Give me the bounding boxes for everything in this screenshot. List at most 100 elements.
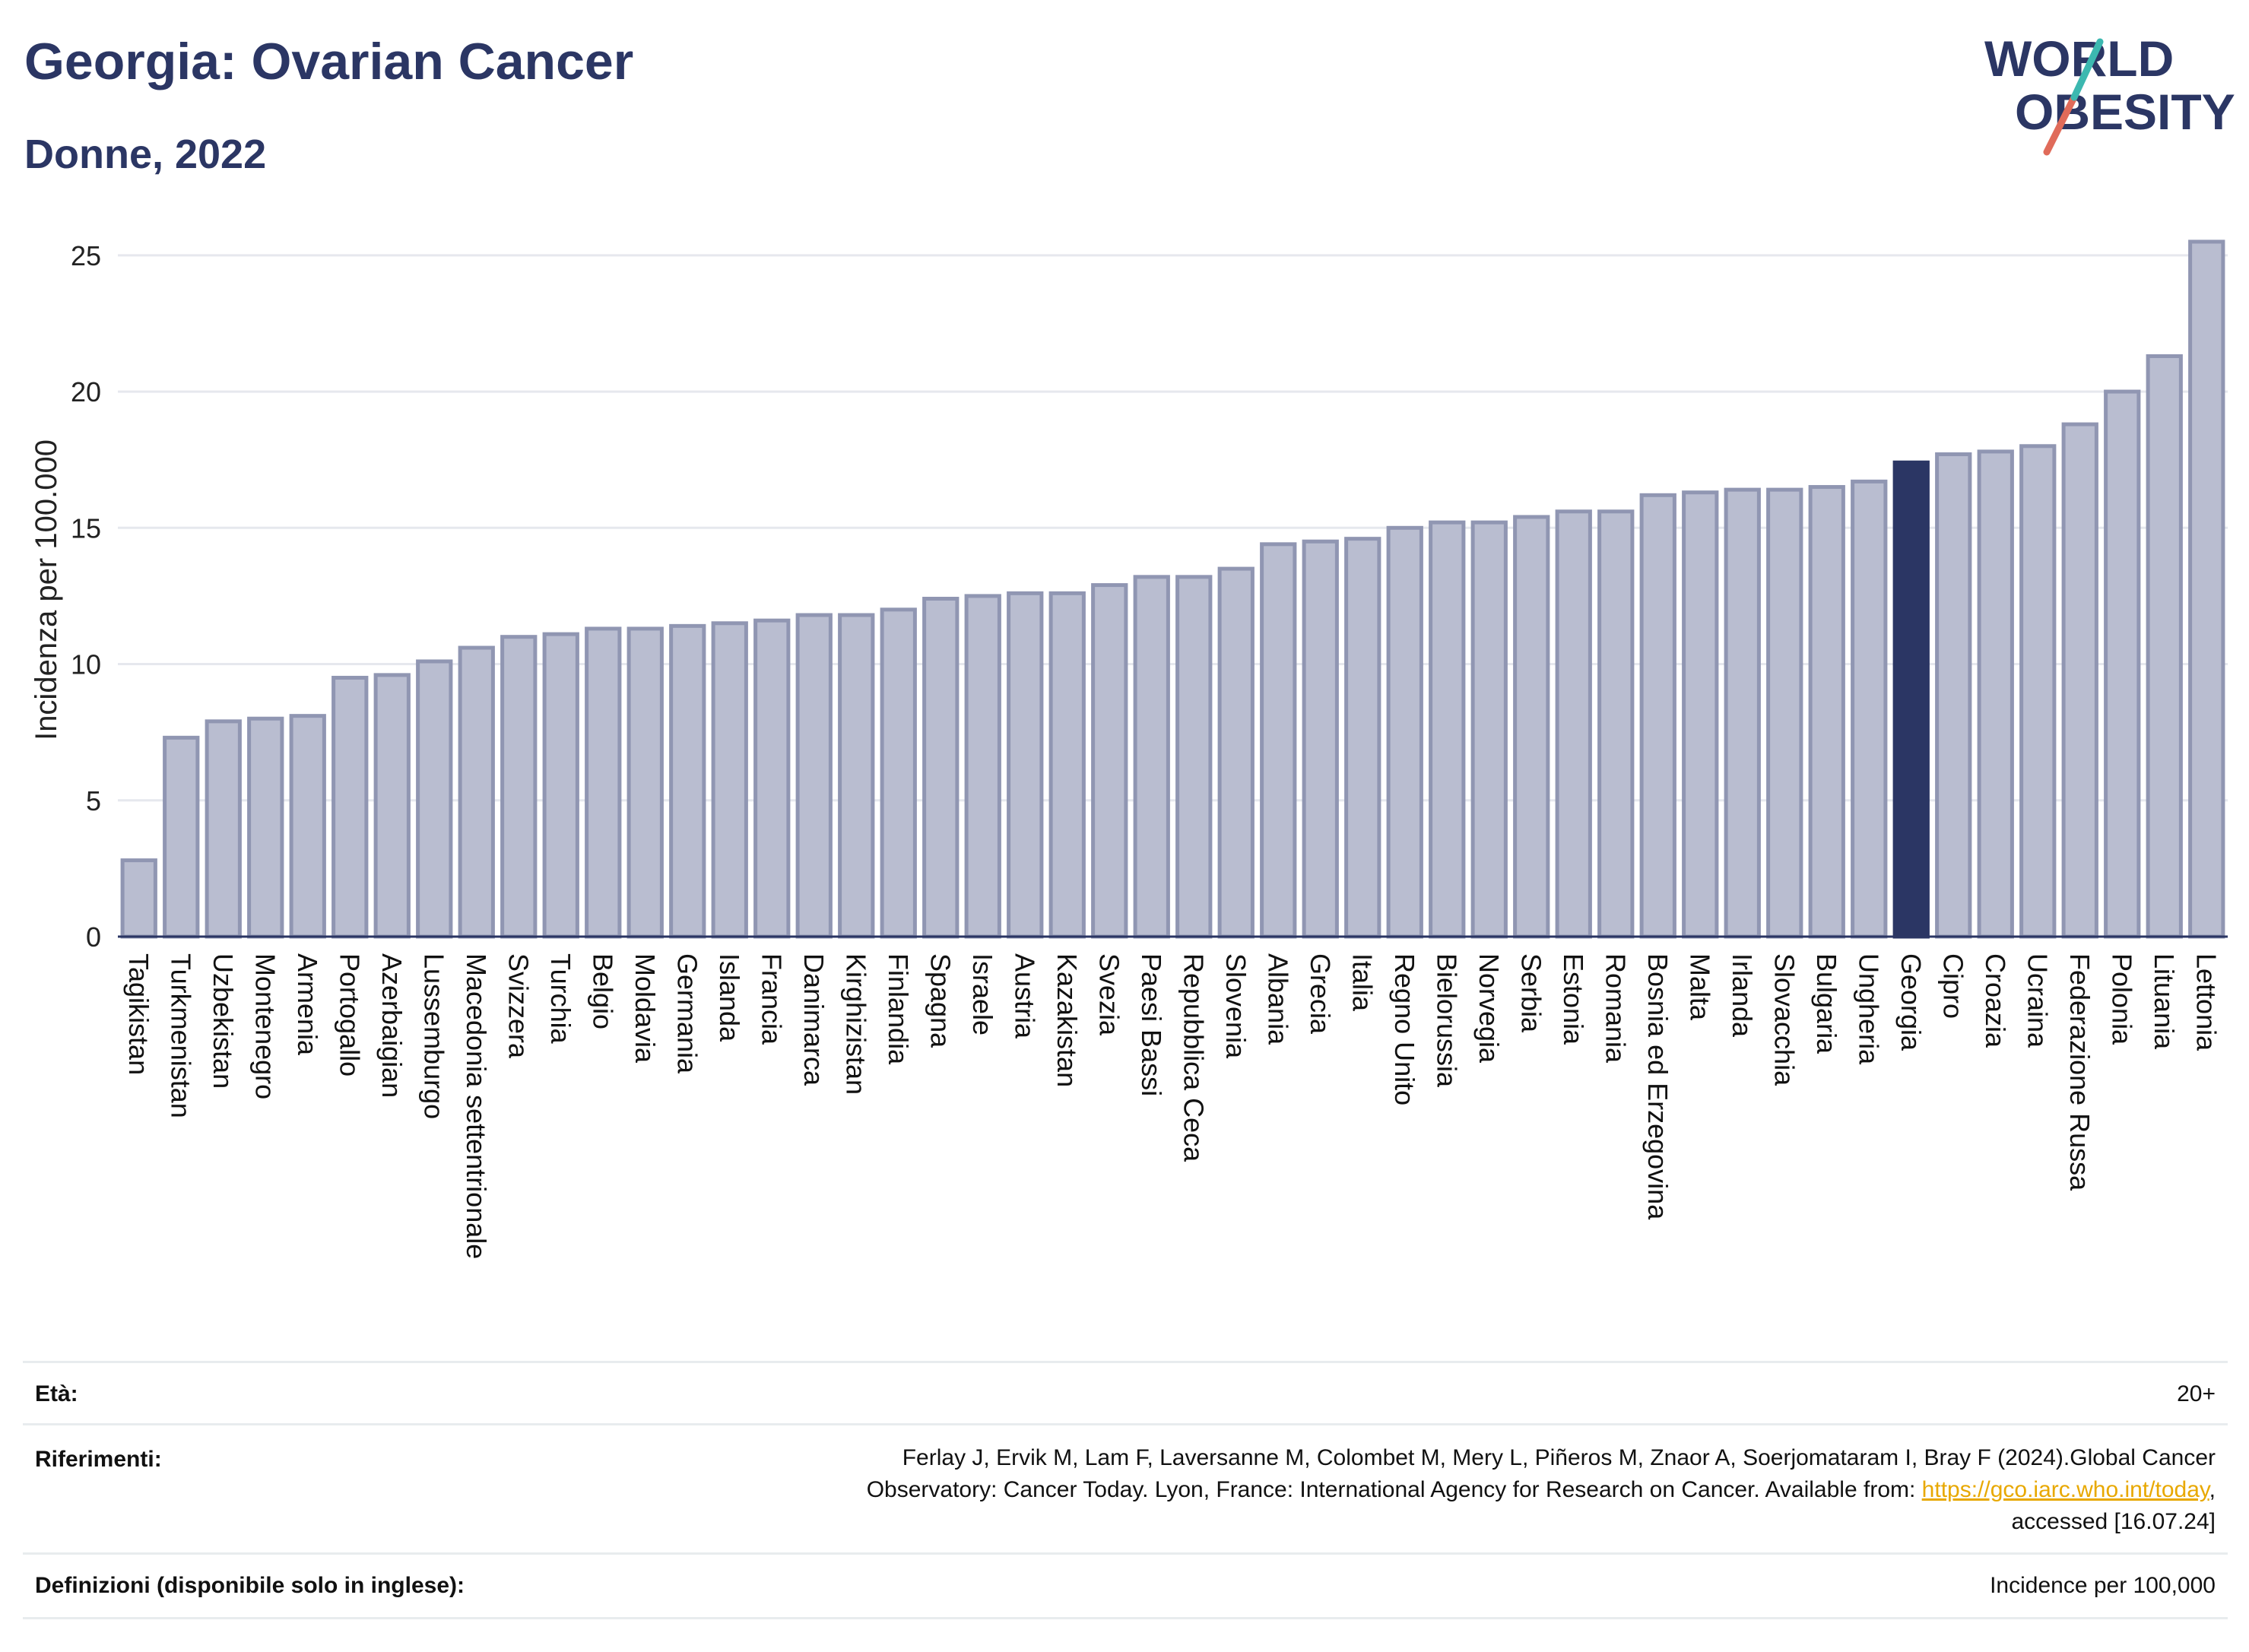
x-tick-label: Federazione Russa [2064, 953, 2095, 1191]
bar-belgio [585, 626, 622, 939]
x-tick-label: Romania [1600, 953, 1631, 1064]
x-tick-label: Paesi Bassi [1136, 953, 1167, 1096]
y-tick-label: 5 [86, 785, 101, 816]
x-tick-label: Bielorussia [1431, 953, 1462, 1088]
x-tick-label: Slovenia [1220, 953, 1251, 1059]
x-tick-label: Armenia [292, 953, 323, 1056]
bar-islanda [711, 621, 748, 939]
bar-kazakistan [1048, 591, 1086, 939]
bar-italia [1344, 537, 1381, 939]
bar-portogallo [331, 675, 369, 939]
bar-georgia [1892, 460, 1930, 939]
y-tick-label: 20 [71, 376, 101, 407]
bar-svezia [1091, 583, 1128, 939]
x-tick-label: Austria [1009, 953, 1040, 1039]
x-tick-label: Grecia [1305, 953, 1336, 1035]
bar-armenia [289, 714, 326, 939]
x-tick-label: Kazakistan [1052, 953, 1083, 1087]
bar-montenegro [247, 716, 284, 939]
x-tick-label: Slovacchia [1768, 953, 1800, 1086]
x-tick-label: Montenegro [249, 953, 281, 1099]
bar-israele [964, 594, 1001, 939]
logo-text-world: WORLD [1984, 30, 2174, 87]
bar-tagikistan [120, 858, 157, 939]
bar-ungheria [1851, 479, 1888, 939]
bar-ucraina [2019, 444, 2057, 939]
x-tick-label: Turchia [545, 953, 576, 1045]
bar-finlandia [880, 607, 917, 939]
refs-link[interactable]: https://gco.iarc.who.int/today [1921, 1477, 2209, 1502]
x-tick-label: Portogallo [334, 953, 365, 1076]
bar-malta [1682, 490, 1719, 939]
logo-slash-teal [2070, 38, 2104, 101]
x-tick-label: Uzbekistan [208, 953, 239, 1089]
page-subtitle: Donne, 2022 [24, 132, 267, 177]
bar-repubblica-ceca [1175, 575, 1213, 939]
refs-line2: Observatory: Cancer Today. Lyon, France:… [867, 1474, 2216, 1506]
x-tick-label: Danimarca [798, 953, 829, 1086]
bar-svizzera [500, 635, 538, 939]
bar-lituania [2146, 354, 2183, 939]
bar-macedonia-settentrionale [458, 645, 495, 939]
x-tick-label: Finlandia [883, 953, 914, 1065]
bar-croazia [1977, 449, 2014, 939]
world-obesity-logo: WORLD OBESITY [1984, 30, 2235, 156]
y-axis-title: Incidenza per 100.000 [30, 439, 63, 740]
x-tick-label: Spagna [925, 953, 956, 1048]
x-tick-label: Italia [1347, 953, 1378, 1012]
x-tick-label: Lituania [2149, 953, 2180, 1050]
refs-label: Riferimenti: [35, 1447, 162, 1472]
bar-slovenia [1217, 566, 1255, 939]
defs-value: Incidence per 100,000 [1990, 1573, 2216, 1598]
bar-grecia [1302, 539, 1339, 939]
page-title: Georgia: Ovarian Cancer [24, 33, 634, 90]
x-tick-label: Svizzera [503, 953, 534, 1059]
refs-line2-text: Observatory: Cancer Today. Lyon, France:… [866, 1477, 1922, 1502]
bar-slovacchia [1766, 487, 1803, 939]
x-tick-label: Svezia [1093, 953, 1124, 1036]
y-tick-label: 0 [86, 921, 101, 953]
bar-moldavia [626, 626, 664, 939]
bar-paesi-bassi [1133, 575, 1170, 939]
bar-albania [1260, 542, 1297, 939]
x-tick-label: Polonia [2106, 953, 2137, 1045]
age-label: Età: [35, 1381, 78, 1406]
bar-lussemburgo [416, 659, 453, 939]
x-tick-label: Germania [671, 953, 703, 1074]
bar-azerbaigian [373, 673, 411, 939]
bar-kirghizistan [838, 613, 875, 939]
x-tick-label: Irlanda [1727, 953, 1758, 1038]
y-tick-label: 15 [71, 512, 101, 544]
x-tick-label: Israele [967, 953, 998, 1035]
y-tick-label: 10 [71, 649, 101, 680]
refs-line2-end: , [2209, 1477, 2216, 1502]
bar-norvegia [1470, 520, 1508, 939]
x-tick-label: Bulgaria [1811, 953, 1842, 1054]
refs-text: Ferlay J, Ervik M, Lam F, Laversanne M, … [867, 1442, 2216, 1538]
x-tick-label: Belgio [587, 953, 618, 1029]
bar-bielorussia [1429, 520, 1466, 939]
bar-regno-unito [1386, 525, 1423, 939]
bar-turchia [542, 632, 579, 939]
bar-chart: 0 5 10 15 20 25 Incidenza per 100.000 Tagikista… [30, 239, 2228, 1259]
bar-turkmenistan [163, 735, 200, 939]
bar-irlanda [1724, 487, 1761, 939]
bar-francia [753, 618, 791, 939]
bar-spagna [922, 597, 960, 939]
x-tick-label: Francia [756, 953, 787, 1045]
x-tick-label: Tagikistan [123, 953, 154, 1075]
bar-germania [669, 623, 706, 939]
bar-lettonia [2188, 239, 2225, 939]
y-tick-label: 25 [71, 240, 101, 271]
bar-serbia [1513, 515, 1550, 939]
bar-polonia [2104, 389, 2141, 939]
refs-line1: Ferlay J, Ervik M, Lam F, Laversanne M, … [902, 1445, 2216, 1470]
bar-romania [1597, 509, 1635, 939]
logo-slash-coral [2043, 94, 2078, 156]
x-tick-label: Croazia [1980, 953, 2011, 1048]
footer-row-defs: Definizioni (disponibile solo in inglese… [23, 1552, 2228, 1619]
x-tick-label: Islanda [714, 953, 745, 1042]
bar-danimarca [795, 613, 833, 939]
x-tick-label: Kirghizistan [840, 953, 871, 1095]
bar-uzbekistan [205, 719, 242, 939]
